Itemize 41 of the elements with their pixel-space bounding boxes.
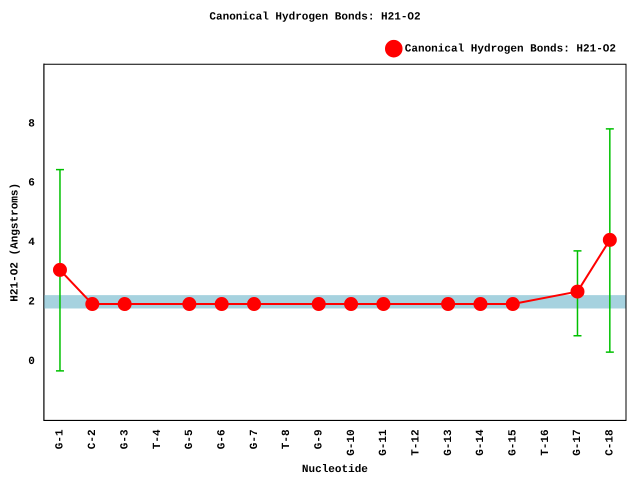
point <box>247 297 262 312</box>
x-tick-label: G-17 <box>572 429 584 456</box>
x-tick-label: G-5 <box>184 429 196 450</box>
point <box>182 297 196 312</box>
x-tick-label: G-10 <box>346 429 358 456</box>
point <box>214 297 229 312</box>
y-tick-label: 4 <box>28 237 36 250</box>
x-tick-label: T-16 <box>540 429 552 456</box>
x-tick-label: G-1 <box>54 429 67 450</box>
point <box>118 297 132 312</box>
legend-label: Canonical Hydrogen Bonds: H21-O2 <box>404 43 616 56</box>
x-tick-label: T-4 <box>152 429 164 450</box>
x-tick-label: G-11 <box>378 429 390 456</box>
point <box>506 297 520 312</box>
point <box>473 297 488 312</box>
y-tick-label: 2 <box>28 296 35 308</box>
point <box>570 284 584 299</box>
point <box>85 297 100 312</box>
x-tick-label: T-12 <box>410 429 423 456</box>
x-tick-label: G-15 <box>508 429 520 456</box>
y-tick-label: 0 <box>28 356 35 368</box>
point <box>441 297 456 312</box>
x-tick-label: G-7 <box>248 429 261 450</box>
x-axis-title: Nucleotide <box>302 464 368 476</box>
y-axis-title: H21-O2 (Angstroms) <box>9 182 22 302</box>
x-tick-label: G-9 <box>313 429 326 450</box>
point <box>376 297 390 312</box>
point <box>312 297 326 312</box>
point <box>52 262 67 277</box>
point <box>602 232 617 247</box>
x-tick-label: C-18 <box>604 429 617 456</box>
x-tick-label: G-13 <box>442 429 455 456</box>
x-tick-label: C-2 <box>87 429 100 450</box>
x-tick-label: G-6 <box>216 429 228 450</box>
x-tick-label: G-14 <box>475 429 488 456</box>
point <box>344 297 358 312</box>
x-tick-label: T-8 <box>281 429 294 450</box>
chart-title: Canonical Hydrogen Bonds: H21-O2 <box>209 11 421 24</box>
x-tick-label: G-3 <box>119 429 132 450</box>
y-tick-label: 8 <box>28 118 36 130</box>
y-tick-label: 6 <box>28 178 35 190</box>
